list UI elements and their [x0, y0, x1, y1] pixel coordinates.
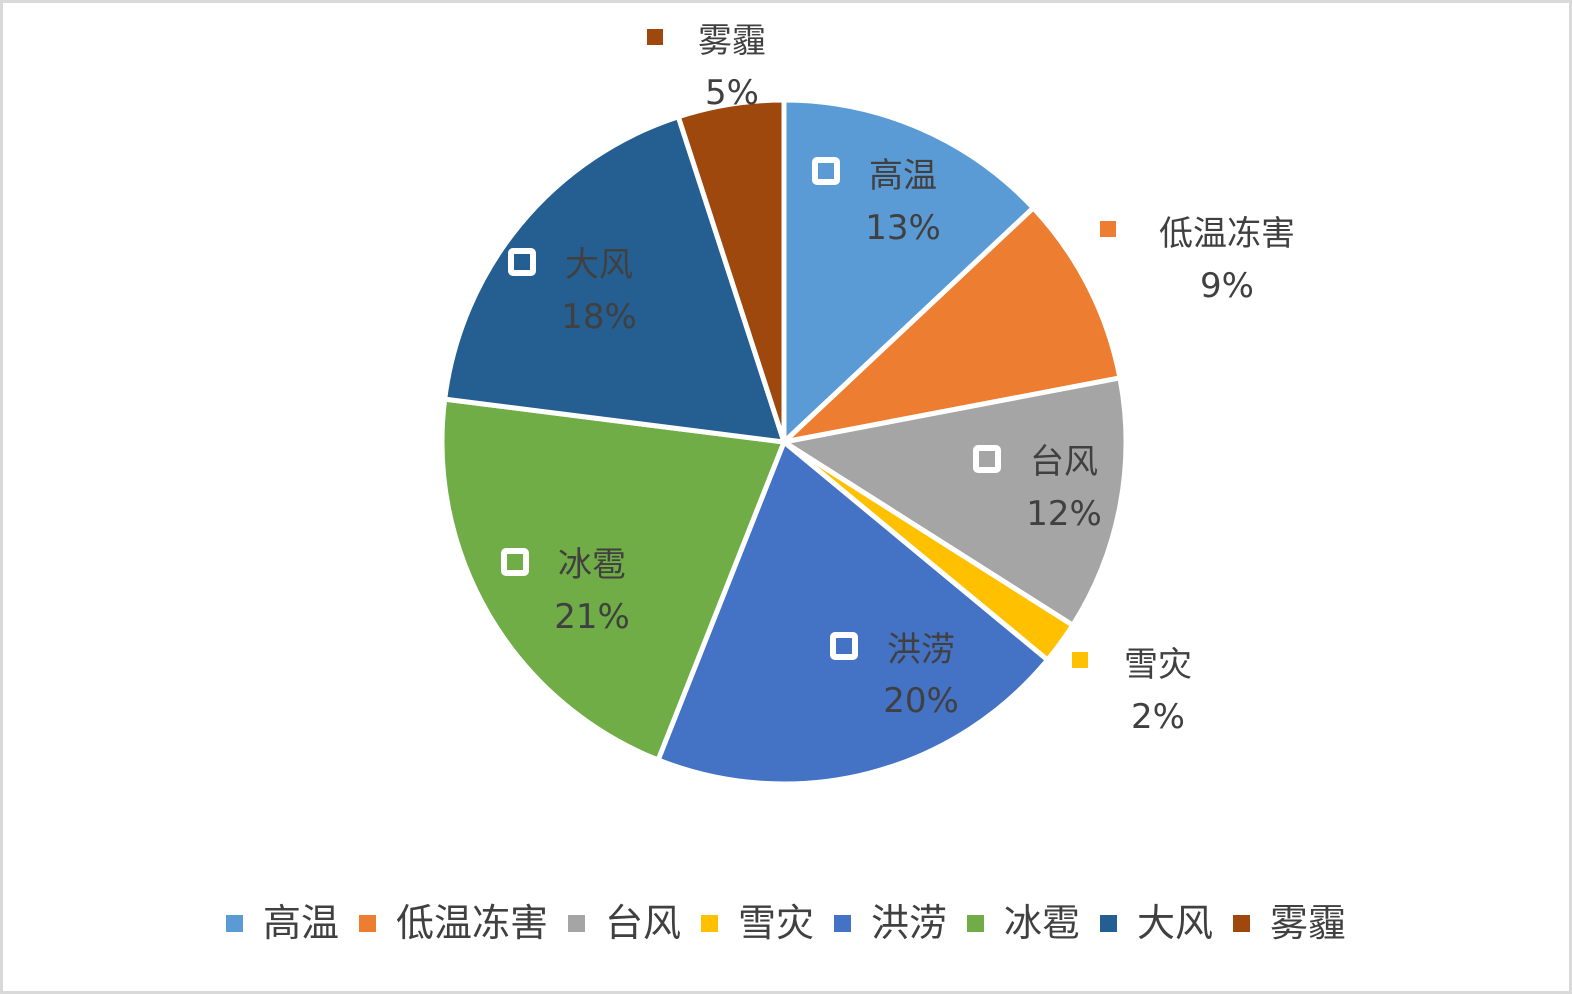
legend-label: 台风 [604, 901, 681, 945]
data-label-3: 雪灾 2% [1072, 645, 1192, 737]
legend-item-typhoon: 台风 [567, 898, 681, 948]
legend-label: 大风 [1137, 901, 1214, 945]
pie-slice-5 [439, 396, 787, 763]
label-percentage: 21% [554, 597, 630, 637]
legend-swatch-icon [967, 914, 985, 932]
label-marker-icon [973, 445, 1001, 473]
label-marker-icon [1100, 221, 1116, 237]
label-percentage: 20% [883, 681, 959, 721]
label-percentage: 13% [865, 208, 941, 248]
legend-swatch-icon [1100, 914, 1118, 932]
label-category: 雾霾 [698, 21, 766, 61]
label-marker-icon [830, 632, 858, 660]
legend-item-low-temperature-frost: 低温冻害 [358, 898, 548, 948]
label-category: 台风 [1030, 442, 1098, 482]
pie-slice-4 [655, 439, 1051, 787]
legend-label: 雪灾 [737, 901, 814, 945]
data-label-2: 台风 12% [973, 442, 1102, 534]
legend-item-haze: 雾霾 [1233, 898, 1346, 948]
pie-slice-0 [781, 97, 1036, 445]
label-marker-icon [812, 157, 840, 185]
data-label-7: 雾霾 5% [647, 21, 766, 113]
label-percentage: 9% [1200, 266, 1254, 306]
pie-slice-1 [781, 205, 1123, 445]
legend-label: 高温 [262, 901, 339, 945]
legend-label: 冰雹 [1004, 901, 1081, 945]
pie-slice-2 [781, 375, 1129, 628]
label-percentage: 5% [705, 73, 759, 113]
label-category: 低温冻害 [1159, 214, 1295, 254]
legend-swatch-icon [834, 914, 851, 932]
label-category: 冰雹 [558, 545, 626, 585]
legend-item-hail: 冰雹 [967, 898, 1080, 948]
label-percentage: 2% [1131, 697, 1185, 737]
data-label-1: 低温冻害 9% [1100, 214, 1295, 306]
label-marker-icon [501, 548, 529, 576]
data-label-6: 大风 18% [508, 245, 637, 337]
label-marker-icon [647, 29, 663, 45]
legend-label: 雾霾 [1270, 901, 1347, 945]
legend-item-gale: 大风 [1100, 898, 1213, 948]
label-category: 雪灾 [1124, 645, 1192, 685]
data-label-4: 洪涝 20% [830, 630, 959, 721]
label-category: 大风 [565, 245, 633, 285]
label-category: 洪涝 [887, 630, 955, 670]
data-label-0: 高温 13% [812, 156, 941, 248]
legend-item-high-temperature: 高温 [225, 898, 339, 948]
legend-item-snow-disaster: 雪灾 [700, 898, 814, 948]
label-category: 高温 [869, 156, 937, 196]
legend-swatch-icon [358, 914, 376, 932]
label-percentage: 18% [561, 297, 637, 337]
legend-item-flood: 洪涝 [834, 898, 947, 948]
legend-swatch-icon [1233, 914, 1251, 932]
label-marker-icon [508, 248, 536, 276]
data-label-5: 冰雹 21% [501, 545, 630, 637]
legend-label: 洪涝 [871, 901, 948, 945]
pie-slice-6 [442, 114, 787, 445]
legend-swatch-icon [700, 914, 718, 932]
label-percentage: 12% [1026, 494, 1102, 534]
chart-legend: 高温 低温冻害 台风 雪灾 洪涝 冰雹 大风 雾霾 [0, 898, 1572, 948]
legend-label: 低温冻害 [395, 901, 548, 945]
label-marker-icon [1072, 652, 1088, 668]
pie-slice-7 [675, 97, 787, 445]
legend-swatch-icon [567, 914, 585, 932]
legend-swatch-icon [225, 914, 243, 932]
